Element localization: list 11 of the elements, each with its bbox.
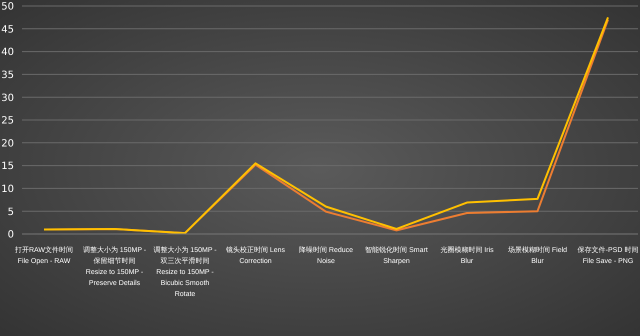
y-tick-label: 5 xyxy=(8,206,14,218)
y-tick-label: 40 xyxy=(1,47,14,58)
y-tick-label: 35 xyxy=(1,70,14,81)
y-tick-label: 50 xyxy=(1,2,14,13)
y-tick-label: 10 xyxy=(1,184,14,195)
y-tick-label: 20 xyxy=(1,138,14,150)
y-tick-label: 25 xyxy=(1,116,14,127)
y-tick-label: 45 xyxy=(1,24,14,36)
y-tick-label: 15 xyxy=(1,161,14,172)
y-tick-label: 0 xyxy=(8,230,14,241)
y-tick-label: 30 xyxy=(1,92,14,104)
